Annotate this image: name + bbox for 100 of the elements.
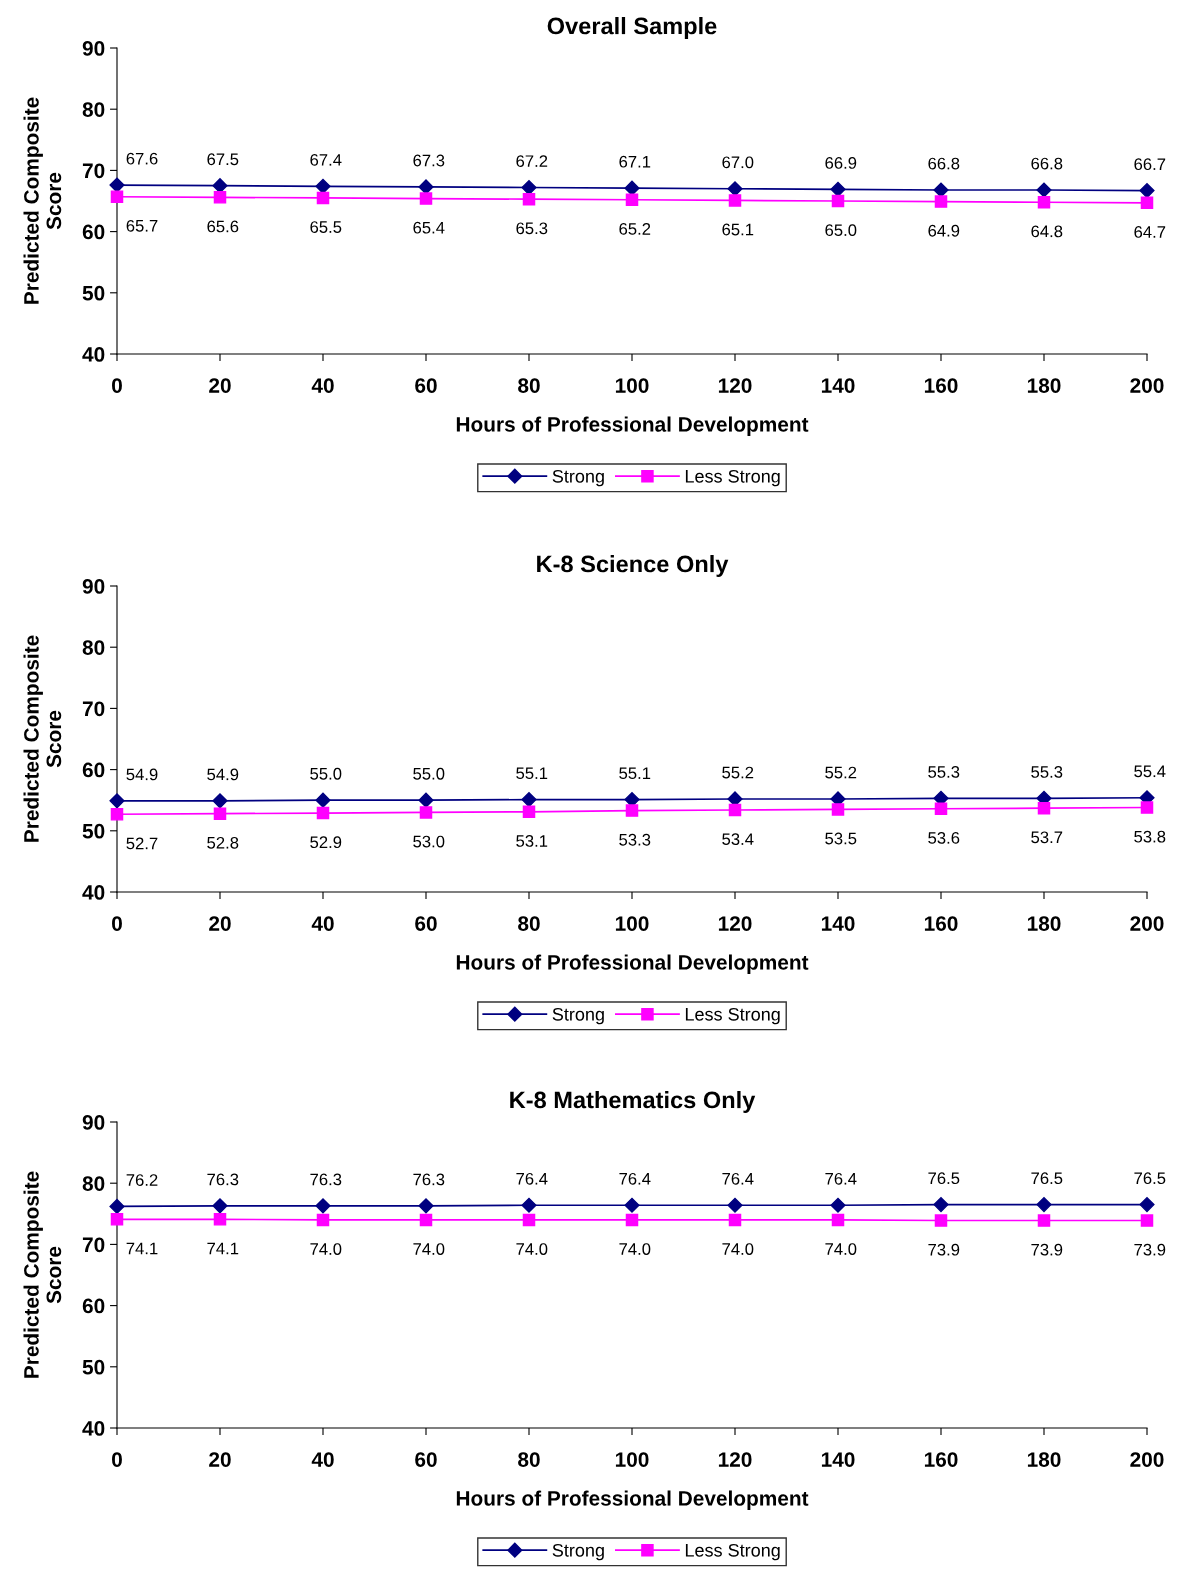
point — [727, 181, 743, 197]
y-tick-label: 60 — [82, 224, 105, 240]
x-tick-label: 180 — [1027, 916, 1061, 931]
data-label: 53.5 — [825, 832, 857, 845]
point — [727, 1197, 743, 1213]
x-tick-label: 20 — [209, 378, 231, 393]
point — [1037, 1214, 1051, 1227]
legend-label: Strong — [552, 1007, 604, 1025]
point — [1140, 1214, 1154, 1227]
data-label: 67.5 — [207, 153, 239, 166]
data-label: 76.4 — [619, 1172, 651, 1185]
y-tick-label: 80 — [82, 640, 105, 655]
data-label: 67.0 — [722, 156, 754, 169]
data-label: 73.9 — [1134, 1243, 1166, 1256]
point — [213, 807, 227, 820]
point — [110, 1213, 124, 1226]
data-label: 74.0 — [825, 1243, 857, 1255]
x-axis-title: Hours of Professional Development — [456, 954, 809, 974]
y-axis-title: Predicted Composite Score — [23, 97, 62, 304]
x-tick-label: 160 — [924, 1452, 958, 1467]
data-label: 52.7 — [126, 837, 158, 850]
data-label: 64.7 — [1134, 226, 1166, 238]
point — [212, 1198, 228, 1214]
data-label: 55.2 — [825, 766, 857, 779]
data-label: 76.5 — [1134, 1172, 1166, 1185]
x-tick-label: 100 — [615, 378, 649, 393]
legend-label: Less Strong — [685, 1543, 780, 1561]
point — [316, 1213, 330, 1227]
y-axis-title: Predicted Composite Score — [23, 1171, 62, 1378]
point — [1036, 182, 1052, 198]
x-tick-label: 80 — [518, 378, 540, 393]
point — [1037, 195, 1051, 209]
point — [521, 1197, 537, 1213]
x-tick-label: 160 — [924, 916, 958, 931]
data-label: 76.3 — [207, 1173, 239, 1186]
data-label: 65.4 — [413, 221, 445, 234]
data-label: 54.9 — [126, 768, 158, 781]
x-tick-label: 200 — [1130, 1452, 1164, 1467]
point — [1140, 196, 1154, 210]
legend-label: Less Strong — [685, 469, 780, 487]
y-tick-label: 60 — [82, 762, 105, 778]
data-label: 55.0 — [310, 767, 342, 780]
data-label: 76.3 — [310, 1173, 342, 1186]
data-label: 76.4 — [722, 1172, 754, 1185]
point — [109, 793, 125, 809]
data-label: 65.2 — [619, 223, 651, 235]
point — [1139, 183, 1155, 199]
data-label: 73.9 — [1031, 1243, 1063, 1256]
data-label: 55.0 — [413, 767, 445, 780]
point — [624, 1197, 640, 1213]
data-label: 66.8 — [1031, 157, 1063, 170]
data-label: 53.1 — [516, 835, 548, 847]
data-label: 76.4 — [825, 1172, 857, 1185]
data-label: 65.1 — [722, 223, 754, 236]
x-tick-label: 120 — [718, 916, 752, 931]
data-label: 74.0 — [516, 1243, 548, 1255]
data-label: 53.8 — [1134, 830, 1166, 843]
data-label: 55.3 — [928, 766, 960, 778]
data-label: 53.7 — [1031, 831, 1063, 844]
point — [418, 1198, 434, 1214]
data-label: 65.5 — [310, 221, 342, 233]
legend-label: Less Strong — [685, 1007, 780, 1025]
data-label: 74.1 — [126, 1242, 158, 1255]
data-label: 74.0 — [413, 1243, 445, 1255]
point — [1139, 1197, 1155, 1213]
point — [1036, 1197, 1052, 1213]
chart-title: Overall Sample — [547, 17, 717, 40]
x-tick-label: 120 — [718, 1452, 752, 1467]
point — [831, 803, 845, 816]
point — [109, 1198, 125, 1215]
point — [419, 806, 433, 819]
point — [212, 793, 228, 809]
point — [625, 1213, 639, 1227]
y-tick-label: 50 — [82, 1359, 105, 1375]
data-label: 65.7 — [126, 219, 158, 232]
y-tick-label: 80 — [82, 1176, 105, 1191]
y-tick-label: 40 — [82, 1421, 105, 1436]
data-label: 76.5 — [928, 1172, 960, 1185]
data-label: 55.4 — [1134, 765, 1166, 778]
x-tick-label: 140 — [821, 378, 855, 393]
point — [934, 195, 948, 208]
data-label: 67.2 — [516, 155, 548, 168]
x-tick-label: 60 — [415, 1452, 437, 1467]
point — [213, 191, 227, 204]
point — [419, 1213, 433, 1227]
point — [728, 194, 742, 207]
point — [522, 192, 536, 206]
data-label: 55.2 — [722, 766, 754, 779]
point — [830, 1197, 846, 1213]
data-label: 66.8 — [928, 157, 960, 170]
point — [315, 792, 331, 808]
x-tick-label: 40 — [311, 916, 334, 931]
data-label: 67.3 — [413, 154, 445, 167]
x-tick-label: 180 — [1027, 1452, 1061, 1467]
y-tick-label: 40 — [82, 347, 105, 362]
data-label: 76.2 — [126, 1174, 158, 1186]
data-label: 53.0 — [413, 835, 445, 848]
data-label: 66.7 — [1134, 158, 1166, 171]
legend-label: Strong — [552, 469, 604, 487]
point — [1037, 801, 1051, 815]
